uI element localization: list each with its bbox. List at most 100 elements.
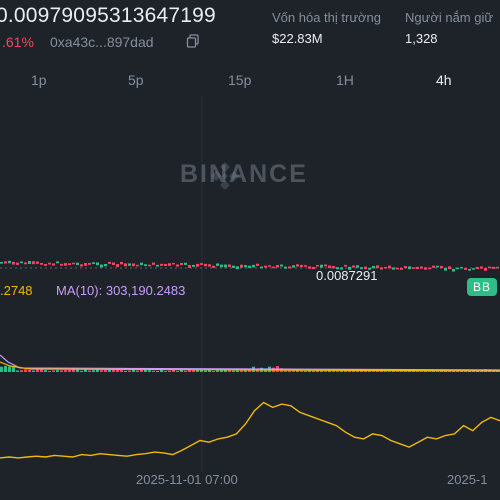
- candle: [368, 267, 371, 270]
- candle: [212, 265, 215, 268]
- volume-bar: [32, 370, 35, 372]
- candle: [336, 267, 339, 270]
- candle: [440, 266, 443, 269]
- volume-bar: [36, 369, 39, 372]
- volume-bar: [44, 370, 47, 372]
- volume-bar: [4, 365, 7, 372]
- candle: [52, 263, 55, 266]
- volume-bar: [212, 370, 215, 372]
- volume-bar: [332, 370, 335, 372]
- x-axis-label: 2025-1: [447, 472, 488, 487]
- volume-bar: [56, 370, 59, 372]
- candle: [420, 266, 423, 269]
- candle: [408, 266, 411, 270]
- candle: [360, 267, 363, 270]
- volume-bar: [176, 370, 179, 372]
- candle: [216, 263, 219, 266]
- volume-bar: [12, 366, 15, 372]
- volume-bar: [76, 369, 79, 372]
- volume-bar: [364, 370, 367, 372]
- candle: [296, 264, 299, 267]
- candle: [80, 264, 83, 267]
- candle: [328, 265, 331, 269]
- candle: [356, 265, 359, 268]
- candle: [220, 264, 223, 268]
- candle: [164, 263, 167, 266]
- tab-1p[interactable]: 1p: [31, 72, 47, 88]
- volume-bar: [40, 369, 43, 372]
- tab-1h[interactable]: 1H: [336, 72, 354, 88]
- candle: [128, 263, 131, 266]
- candle: [476, 266, 479, 269]
- candle: [256, 263, 259, 266]
- candle: [240, 264, 243, 268]
- volume-bar: [336, 370, 339, 372]
- volume-bar: [104, 369, 107, 372]
- volume-bar: [308, 370, 311, 372]
- volume-bar: [236, 370, 239, 372]
- copy-icon[interactable]: [186, 34, 200, 48]
- contract-address[interactable]: 0xa43c...897dad: [50, 34, 154, 50]
- candle: [32, 261, 35, 265]
- tab-5p[interactable]: 5p: [128, 72, 144, 88]
- volume-bar: [240, 370, 243, 372]
- bb-badge[interactable]: BB: [467, 278, 497, 296]
- candle: [4, 261, 7, 264]
- candle: [448, 266, 451, 270]
- volume-bar: [208, 369, 211, 372]
- volume-bar: [96, 369, 99, 372]
- candle: [148, 264, 151, 267]
- token-price: 0.00979095313647199: [0, 4, 216, 27]
- candle: [260, 266, 263, 269]
- volume-bar: [116, 369, 119, 372]
- volume-bar: [164, 370, 167, 372]
- candle: [376, 265, 379, 269]
- candle: [116, 264, 119, 268]
- candle: [48, 262, 51, 265]
- volume-bar: [188, 370, 191, 372]
- volume-bar: [28, 370, 31, 372]
- ma10-value: MA(10): 303,190.2483: [56, 283, 186, 298]
- tab-4h[interactable]: 4h: [436, 72, 452, 88]
- candle: [264, 265, 267, 268]
- tab-15p[interactable]: 15p: [228, 72, 252, 88]
- candle: [492, 266, 495, 269]
- candle: [200, 263, 203, 265]
- volume-bar: [8, 366, 11, 372]
- candle: [300, 264, 303, 268]
- candle: [276, 264, 279, 268]
- candle: [196, 263, 199, 267]
- candle: [380, 267, 383, 270]
- candle: [72, 262, 75, 265]
- candle: [176, 264, 179, 267]
- candle: [272, 266, 275, 269]
- volume-bar: [224, 369, 227, 372]
- volume-bar: [20, 370, 23, 372]
- candle: [324, 264, 327, 267]
- candle: [452, 268, 455, 272]
- volume-bar: [140, 369, 143, 372]
- volume-bar: [344, 370, 347, 372]
- volume-bar: [160, 369, 163, 372]
- candle: [412, 267, 415, 269]
- price-chart[interactable]: [0, 96, 500, 472]
- volume-bar: [404, 370, 407, 372]
- candle: [464, 267, 467, 270]
- candle: [140, 262, 143, 266]
- candle: [88, 262, 91, 265]
- candle: [0, 261, 3, 264]
- candle: [496, 266, 499, 269]
- candle: [188, 264, 191, 268]
- volume-bar: [424, 370, 427, 372]
- candle: [484, 267, 487, 271]
- candle: [288, 266, 291, 269]
- candle: [344, 264, 347, 267]
- candle: [268, 265, 271, 267]
- volume-bar: [0, 366, 3, 372]
- candle: [320, 264, 323, 268]
- candle: [364, 266, 367, 270]
- candle: [392, 267, 395, 270]
- volume-bar: [156, 370, 159, 372]
- candle: [432, 265, 435, 268]
- volume-bar: [256, 369, 259, 372]
